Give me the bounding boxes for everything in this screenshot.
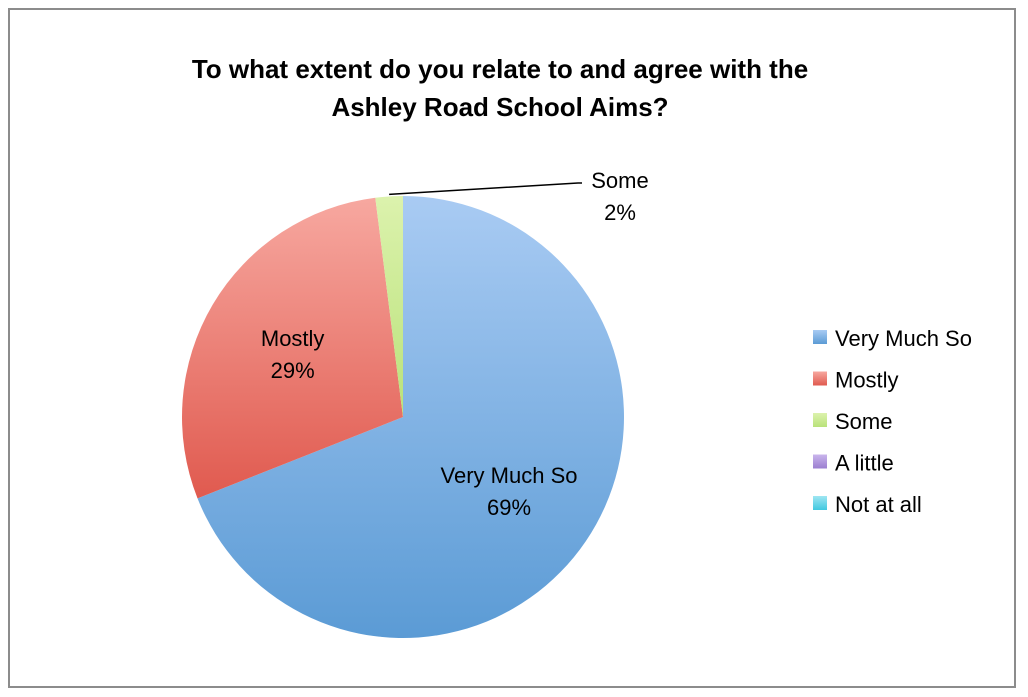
legend-swatch-mostly — [813, 371, 827, 386]
pie-slice-some — [375, 196, 403, 417]
legend-swatch-some — [813, 413, 827, 427]
legend-label-mostly: Mostly — [835, 368, 899, 393]
leader-line-some — [389, 182, 582, 196]
legend-label-very-much-so: Very Much So — [835, 326, 972, 351]
legend-label-some: Some — [835, 409, 892, 434]
legend-swatch-very-much-so — [813, 330, 827, 344]
pie-slices — [181, 196, 624, 638]
legend-label-a-little: A little — [835, 451, 894, 476]
chart-title-line-1: To what extent do you relate to and agre… — [192, 54, 808, 84]
legend-swatch-a-little — [813, 454, 827, 469]
chart-title-line-2: Ashley Road School Aims? — [331, 92, 668, 122]
data-label-category-very-much-so: Very Much So — [441, 463, 578, 488]
legend-label-not-at-all: Not at all — [835, 492, 922, 517]
data-label-value-some: 2% — [604, 200, 636, 225]
pie-data-labels: Very Much So 69% Mostly 29% Some 2% — [261, 168, 649, 520]
data-label-category-mostly: Mostly — [261, 326, 325, 351]
legend: Very Much So Mostly Some A little Not at all — [813, 326, 972, 517]
pie-slice-mostly — [181, 197, 403, 499]
data-label-value-very-much-so: 69% — [487, 495, 531, 520]
pie-slice-very-much-so — [197, 196, 624, 638]
data-label-value-mostly: 29% — [271, 358, 315, 383]
data-label-category-some: Some — [591, 168, 648, 193]
legend-swatch-not-at-all — [813, 496, 827, 510]
